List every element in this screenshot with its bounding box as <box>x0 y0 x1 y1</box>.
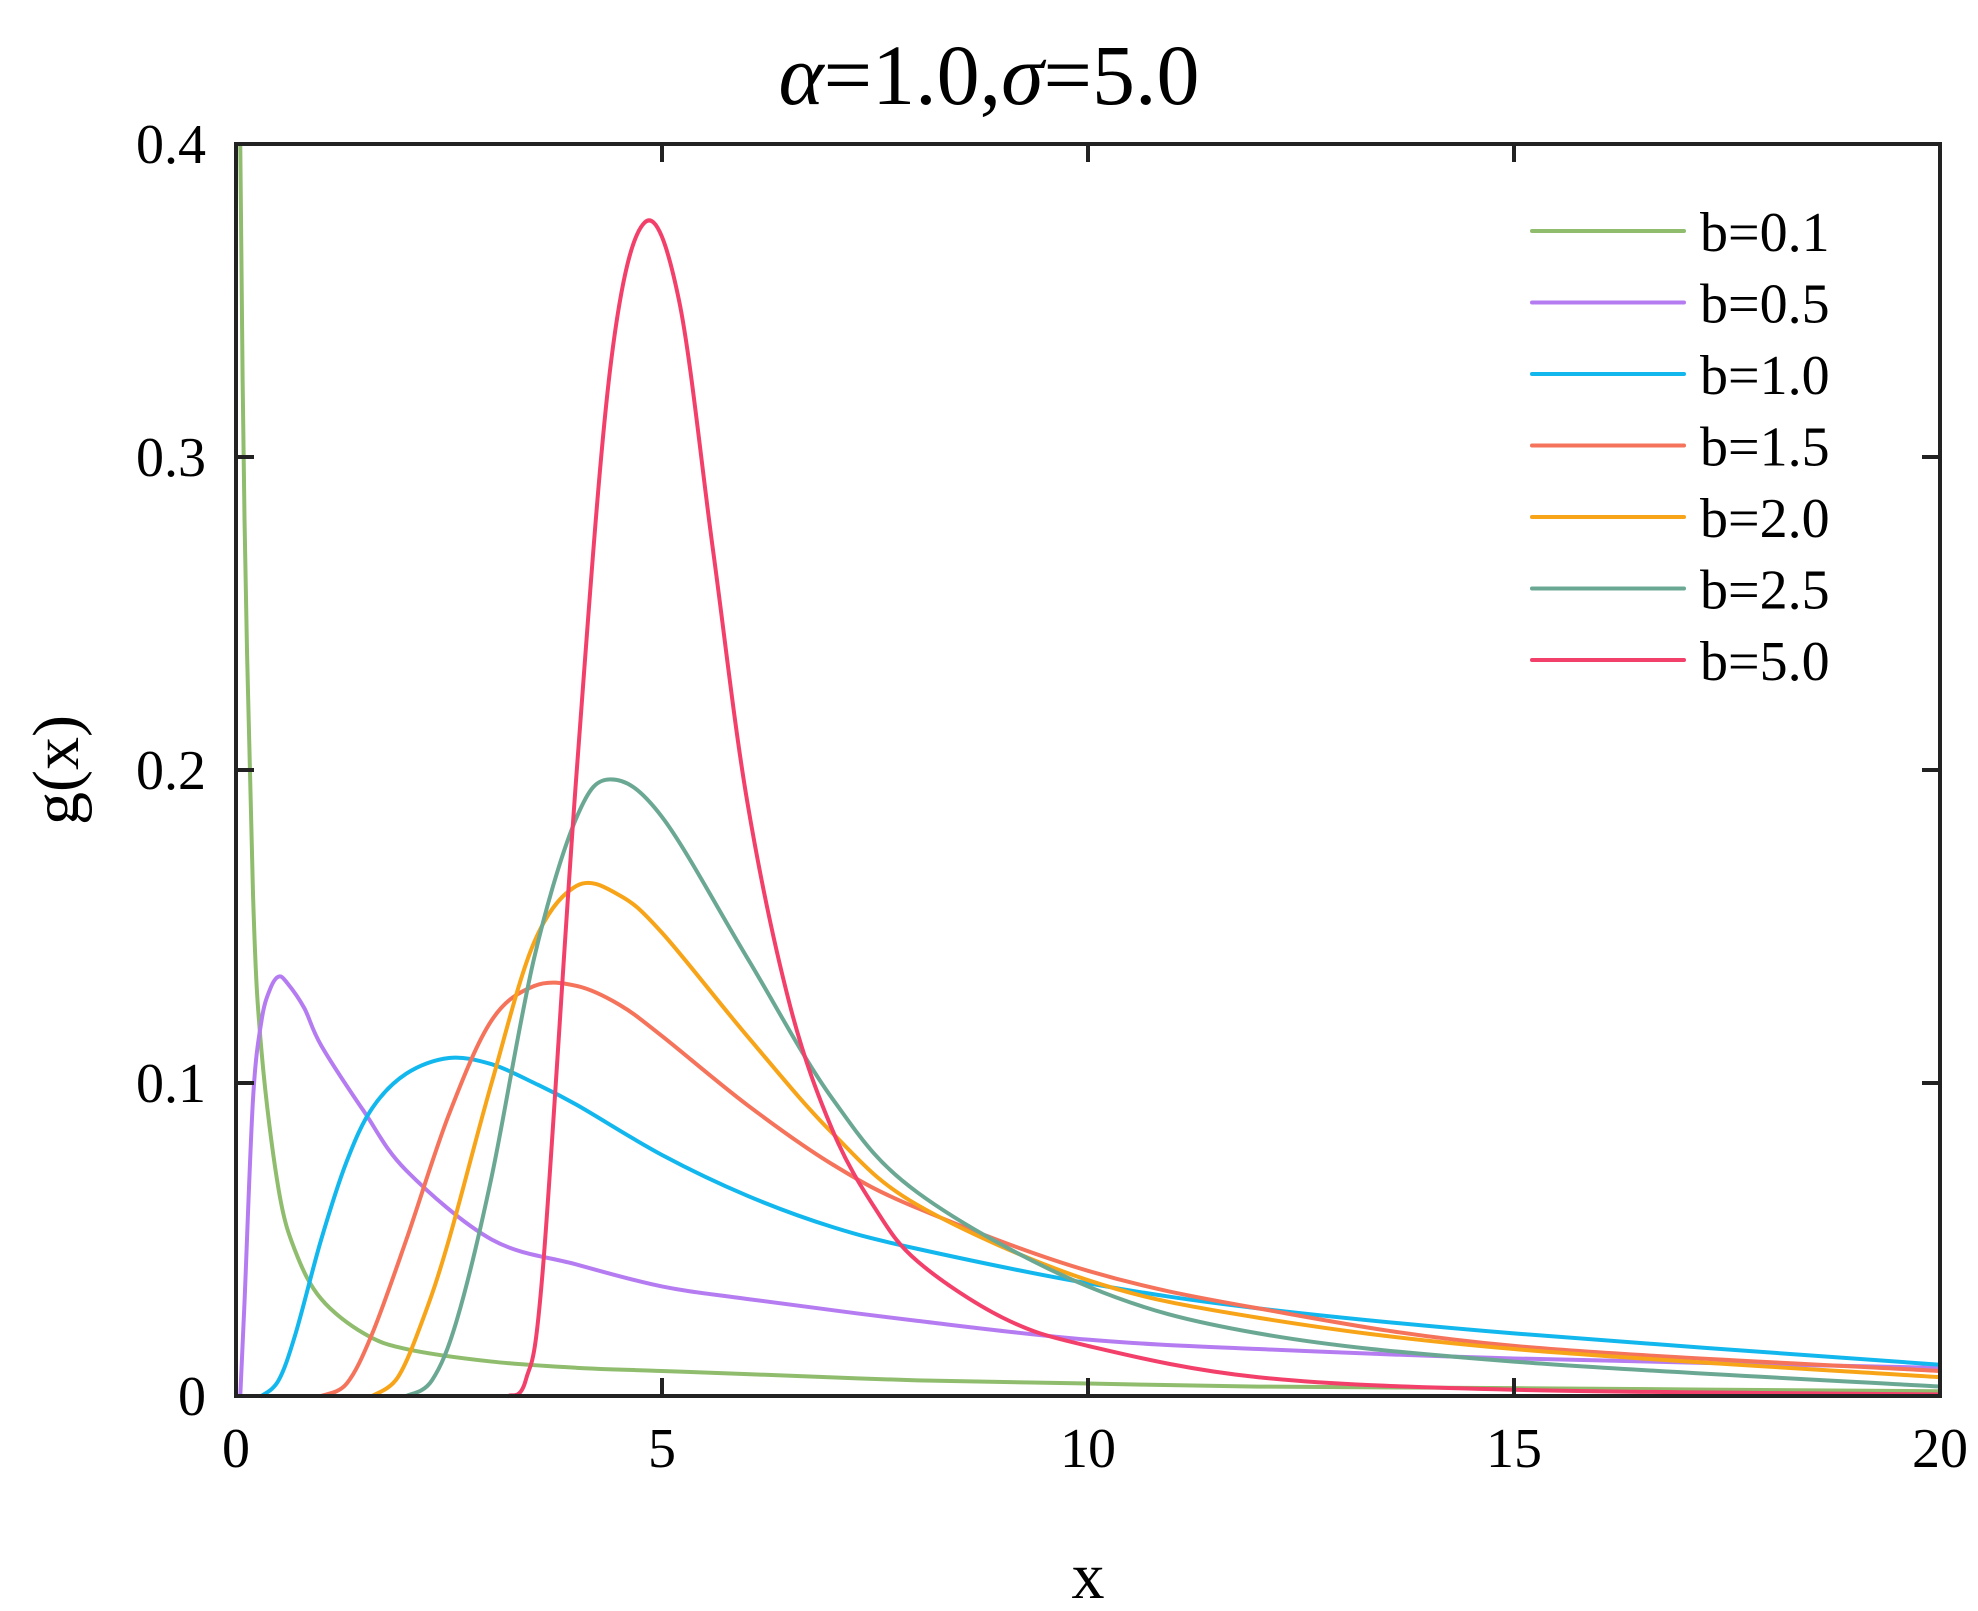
legend-label-b=2.5: b=2.5 <box>1700 560 1830 622</box>
y-tick-label-3: 0.3 <box>136 427 206 489</box>
series-line-b=5.0 <box>506 218 1942 1398</box>
x-tick-label-3: 15 <box>1486 1418 1542 1480</box>
series-line-b=1.0 <box>259 1055 1942 1398</box>
y-tick-label-1: 0.1 <box>136 1053 206 1115</box>
series-line-b=1.5 <box>319 980 1942 1398</box>
axis-ticks <box>236 144 1940 1396</box>
chart-title: α=1.0,σ=5.0 <box>778 27 1199 123</box>
series-line-b=2.0 <box>370 880 1942 1398</box>
legend-label-b=1.0: b=1.0 <box>1700 345 1830 407</box>
plot-series <box>238 142 1942 1398</box>
series-line-b=2.5 <box>404 777 1942 1398</box>
x-tick-label-4: 20 <box>1912 1418 1968 1480</box>
series-line-b=0.5 <box>238 974 1942 1398</box>
legend-label-b=5.0: b=5.0 <box>1700 631 1830 693</box>
title-sigma-symbol: σ <box>1001 27 1047 123</box>
x-tick-label-2: 10 <box>1060 1418 1116 1480</box>
tick-labels: 0 5 10 15 20 0 0.1 0.2 0.3 0.4 <box>136 114 1968 1480</box>
title-alpha-symbol: α <box>778 27 825 123</box>
legend-label-b=0.1: b=0.1 <box>1700 202 1830 264</box>
series-line-b=0.1 <box>238 142 1942 1394</box>
x-tick-label-0: 0 <box>222 1418 250 1480</box>
x-tick-label-1: 5 <box>648 1418 676 1480</box>
legend-label-b=1.5: b=1.5 <box>1700 417 1830 479</box>
legend-label-b=2.0: b=2.0 <box>1700 488 1830 550</box>
y-tick-label-4: 0.4 <box>136 114 206 176</box>
title-alpha-text: =1.0, <box>824 27 1002 123</box>
y-tick-label-0: 0 <box>178 1366 206 1428</box>
x-axis-label: x <box>1072 1540 1105 1611</box>
y-axis-label: g(x) <box>20 715 93 825</box>
legend: b=0.1 b=0.5 b=1.0 b=1.5 b=2.0 b=2.5 b=5.0 <box>1530 202 1830 693</box>
title-sigma-text: =5.0 <box>1044 27 1200 123</box>
y-tick-label-2: 0.2 <box>136 740 206 802</box>
plot-frame <box>234 142 1942 1398</box>
legend-label-b=0.5: b=0.5 <box>1700 274 1830 336</box>
